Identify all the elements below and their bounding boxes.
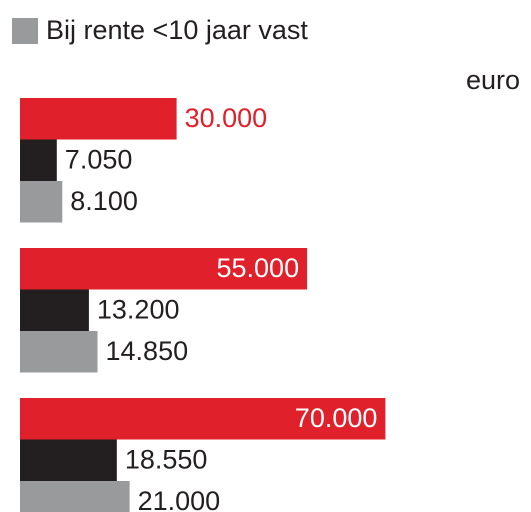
value-label: 7.050 — [65, 144, 133, 174]
bar — [20, 481, 130, 512]
value-label: 13.200 — [97, 294, 180, 324]
bar — [20, 98, 177, 140]
legend-swatch — [12, 18, 38, 44]
bar — [20, 289, 89, 331]
unit-label: euro — [466, 65, 520, 95]
bar — [20, 439, 117, 481]
bar — [20, 248, 308, 290]
bar — [20, 181, 63, 223]
bar — [20, 139, 57, 181]
value-label: 55.000 — [217, 253, 300, 283]
legend-label: Bij rente <10 jaar vast — [46, 15, 308, 45]
value-label: 70.000 — [295, 403, 378, 433]
value-label: 30.000 — [185, 103, 268, 133]
value-label: 21.000 — [138, 486, 221, 512]
value-label: 14.850 — [106, 336, 189, 366]
bar — [20, 331, 98, 373]
value-label: 8.100 — [70, 186, 138, 216]
value-label: 18.550 — [125, 444, 208, 474]
bar — [20, 398, 386, 440]
